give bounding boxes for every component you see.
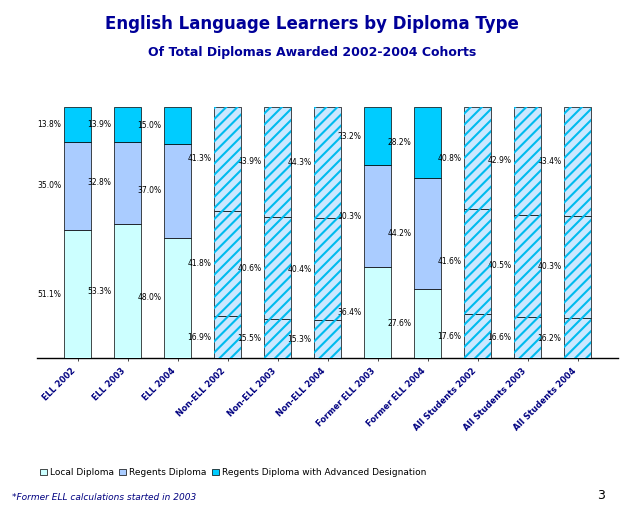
Bar [414,289,441,358]
Bar [64,107,91,142]
Bar [464,106,491,209]
Text: 3: 3 [597,489,605,502]
Text: 13.9%: 13.9% [87,120,111,129]
Text: 40.3%: 40.3% [337,211,361,221]
Bar [364,107,391,165]
Text: 17.6%: 17.6% [437,332,461,341]
Bar [364,267,391,358]
Text: Of Total Diplomas Awarded 2002-2004 Cohorts: Of Total Diplomas Awarded 2002-2004 Coho… [148,46,476,59]
Bar [464,209,491,314]
Text: 48.0%: 48.0% [137,293,162,303]
Bar [514,215,542,316]
Bar [314,218,341,320]
Text: 41.6%: 41.6% [437,257,461,266]
Bar [514,316,542,358]
Text: 40.3%: 40.3% [537,262,562,271]
Bar [214,316,241,358]
Text: 36.4%: 36.4% [337,308,361,317]
Text: 16.9%: 16.9% [187,333,212,342]
Bar [514,316,542,358]
Text: 42.9%: 42.9% [487,156,512,165]
Bar [214,106,241,210]
Text: 35.0%: 35.0% [37,181,61,190]
Bar [264,217,291,319]
Bar [514,106,542,215]
Text: 16.6%: 16.6% [487,333,512,342]
Bar [214,210,241,316]
Bar [214,106,241,210]
Text: 53.3%: 53.3% [87,287,111,296]
Text: 15.0%: 15.0% [137,121,162,130]
Text: 41.3%: 41.3% [187,154,212,163]
Text: 15.5%: 15.5% [237,334,261,344]
Text: 43.9%: 43.9% [237,157,261,166]
Text: 13.8%: 13.8% [37,120,61,129]
Text: 28.2%: 28.2% [388,138,411,146]
Bar [314,320,341,358]
Bar [314,106,341,218]
Text: English Language Learners by Diploma Type: English Language Learners by Diploma Typ… [105,15,519,33]
Bar [164,106,192,144]
Bar [214,210,241,316]
Bar [464,314,491,358]
Text: 27.6%: 27.6% [388,319,411,328]
Bar [214,316,241,358]
Bar [564,107,592,216]
Bar [414,178,441,289]
Bar [114,142,141,224]
Bar [164,144,192,238]
Text: 32.8%: 32.8% [87,179,111,187]
Text: 40.4%: 40.4% [287,265,311,273]
Bar [464,106,491,209]
Text: 44.3%: 44.3% [287,158,311,167]
Bar [564,317,592,358]
Text: 43.4%: 43.4% [537,157,562,166]
Bar [264,106,291,217]
Bar [314,320,341,358]
Bar [264,106,291,217]
Bar [564,107,592,216]
Bar [64,230,91,358]
Text: 23.2%: 23.2% [338,132,361,141]
Bar [114,224,141,358]
Text: 40.8%: 40.8% [437,154,461,162]
Legend: Local Diploma, Regents Diploma, Regents Diploma with Advanced Designation: Local Diploma, Regents Diploma, Regents … [36,464,430,481]
Bar [464,314,491,358]
Bar [364,165,391,267]
Text: 40.6%: 40.6% [237,264,261,273]
Bar [414,106,441,178]
Bar [314,106,341,218]
Text: 15.3%: 15.3% [287,335,311,344]
Bar [514,215,542,316]
Text: 41.8%: 41.8% [187,259,212,268]
Text: 40.5%: 40.5% [487,261,512,270]
Text: 44.2%: 44.2% [388,229,411,238]
Bar [264,319,291,358]
Text: *Former ELL calculations started in 2003: *Former ELL calculations started in 2003 [12,493,197,502]
Bar [514,106,542,215]
Bar [564,317,592,358]
Bar [464,209,491,314]
Bar [64,142,91,230]
Bar [314,218,341,320]
Text: 37.0%: 37.0% [137,186,162,196]
Bar [164,238,192,358]
Text: 16.2%: 16.2% [537,333,562,343]
Bar [264,319,291,358]
Text: 51.1%: 51.1% [37,290,61,298]
Bar [264,217,291,319]
Bar [564,216,592,317]
Bar [114,106,141,142]
Bar [564,216,592,317]
